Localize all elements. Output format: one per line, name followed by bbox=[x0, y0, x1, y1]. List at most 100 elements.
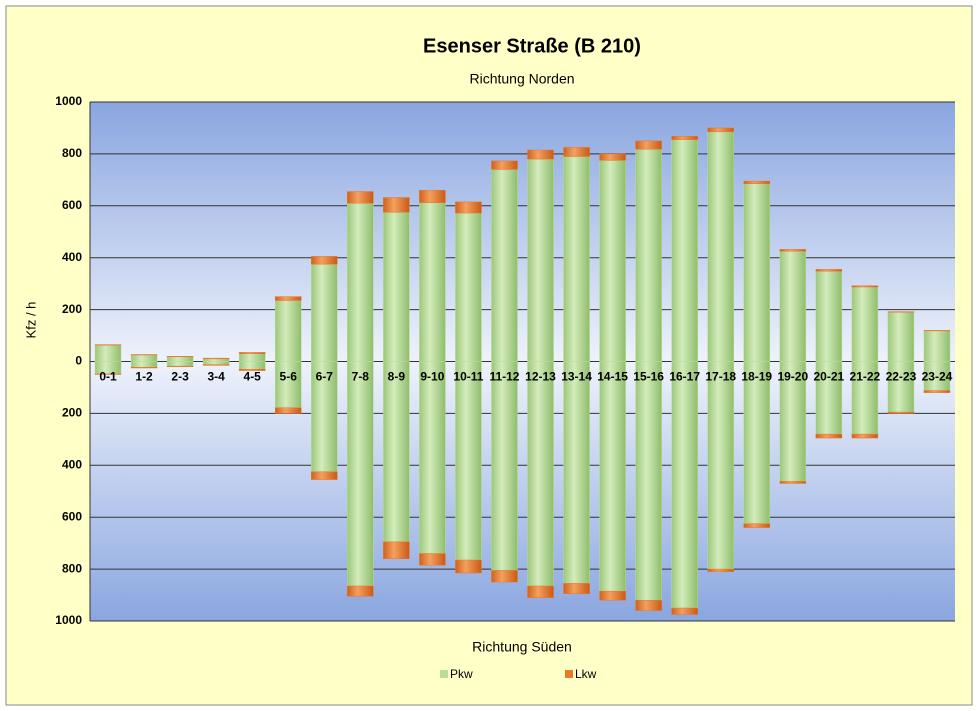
bar-segment bbox=[563, 361, 590, 584]
bar-segment bbox=[130, 354, 158, 356]
bar-segment bbox=[635, 148, 662, 362]
bar-segment bbox=[274, 296, 302, 301]
bar-segment bbox=[527, 585, 554, 598]
x-tick-label: 22-23 bbox=[886, 370, 917, 384]
bar-segment bbox=[743, 183, 771, 362]
bar-segment bbox=[491, 160, 518, 170]
x-tick-label: 0-1 bbox=[99, 370, 117, 384]
bar-segment bbox=[707, 131, 734, 362]
bar-segment bbox=[779, 481, 807, 484]
bar-segment bbox=[166, 356, 194, 358]
y-tick-label: 800 bbox=[62, 146, 82, 160]
x-tick-label: 17-18 bbox=[705, 370, 736, 384]
x-tick-label: 5-6 bbox=[280, 370, 298, 384]
bar-segment bbox=[743, 180, 771, 184]
y-tick-label: 1000 bbox=[55, 94, 82, 108]
bar-segment bbox=[94, 344, 122, 362]
bar-segment bbox=[238, 352, 266, 354]
y-tick-label: 600 bbox=[62, 509, 82, 523]
x-tick-label: 23-24 bbox=[922, 370, 953, 384]
bar-segment bbox=[599, 590, 626, 601]
y-tick-label: 800 bbox=[62, 561, 82, 575]
x-axis-label: Richtung Süden bbox=[472, 639, 572, 655]
bar-segment bbox=[671, 361, 698, 609]
bar-segment bbox=[94, 373, 122, 375]
bar-segment bbox=[851, 285, 879, 288]
bar-segment bbox=[851, 433, 879, 439]
y-tick-label: 600 bbox=[62, 198, 82, 212]
x-tick-label: 19-20 bbox=[777, 370, 808, 384]
bar-segment bbox=[130, 361, 158, 368]
bar-segment bbox=[455, 212, 482, 362]
x-tick-label: 3-4 bbox=[207, 370, 225, 384]
bar-segment bbox=[887, 311, 915, 362]
bar-segment bbox=[491, 361, 518, 571]
bar-segment bbox=[347, 202, 374, 362]
y-axis-label: Kfz / h bbox=[23, 302, 38, 339]
bar-segment bbox=[815, 270, 843, 362]
bar-segment bbox=[563, 583, 590, 595]
bar-segment bbox=[347, 585, 374, 597]
bar-segment bbox=[130, 354, 158, 362]
bar-segment bbox=[383, 541, 410, 559]
bar-segment bbox=[599, 361, 626, 592]
bar-segment bbox=[347, 361, 374, 587]
x-tick-label: 2-3 bbox=[171, 370, 189, 384]
x-tick-label: 13-14 bbox=[561, 370, 592, 384]
bar-segment bbox=[383, 361, 410, 543]
bar-segment bbox=[779, 250, 807, 362]
bar-segment bbox=[635, 361, 662, 601]
bar-segment bbox=[455, 361, 482, 561]
bar-segment bbox=[563, 147, 590, 157]
bar-segment bbox=[815, 269, 843, 272]
bar-segment bbox=[707, 568, 734, 572]
x-tick-label: 8-9 bbox=[388, 370, 406, 384]
bar-segment bbox=[238, 361, 266, 370]
bar-segment bbox=[455, 201, 482, 214]
bar-segment bbox=[311, 361, 338, 473]
y-tick-label: 200 bbox=[62, 406, 82, 420]
x-tick-label: 12-13 bbox=[525, 370, 556, 384]
bar-segment bbox=[491, 169, 518, 362]
bar-segment bbox=[707, 127, 734, 133]
legend-swatch bbox=[565, 670, 573, 678]
bar-segment bbox=[599, 153, 626, 161]
x-tick-label: 14-15 bbox=[597, 370, 628, 384]
bar-segment bbox=[311, 263, 338, 362]
bar-segment bbox=[383, 197, 410, 213]
bar-segment bbox=[923, 330, 951, 362]
bar-segment bbox=[166, 356, 194, 362]
bar-segment bbox=[274, 407, 302, 414]
y-tick-label: 400 bbox=[62, 457, 82, 471]
bar-segment bbox=[419, 361, 446, 554]
bar-segment bbox=[419, 553, 446, 566]
bar-segment bbox=[238, 353, 266, 362]
x-tick-label: 4-5 bbox=[244, 370, 262, 384]
bar-segment bbox=[851, 361, 879, 435]
bar-segment bbox=[455, 559, 482, 574]
x-tick-label: 16-17 bbox=[669, 370, 700, 384]
x-tick-label: 10-11 bbox=[453, 370, 483, 384]
bar-segment bbox=[815, 361, 843, 435]
bar-segment bbox=[923, 390, 951, 393]
bar-segment bbox=[635, 599, 662, 611]
bar-segment bbox=[563, 156, 590, 362]
bar-segment bbox=[923, 361, 951, 391]
bar-segment bbox=[238, 369, 266, 371]
x-tick-label: 9-10 bbox=[420, 370, 444, 384]
legend-label: Pkw bbox=[450, 667, 473, 681]
bar-segment bbox=[419, 202, 446, 362]
bar-segment bbox=[671, 139, 698, 362]
bar-segment bbox=[635, 140, 662, 150]
bar-segment bbox=[419, 189, 446, 203]
legend-label: Lkw bbox=[575, 667, 597, 681]
bar-segment bbox=[887, 411, 915, 414]
bar-segment bbox=[202, 361, 230, 365]
bar-segment bbox=[166, 365, 194, 367]
bar-segment bbox=[347, 191, 374, 204]
bar-segment bbox=[491, 570, 518, 583]
chart-subtitle: Richtung Norden bbox=[469, 71, 574, 87]
bar-segment bbox=[527, 361, 554, 587]
legend-swatch bbox=[440, 670, 448, 678]
